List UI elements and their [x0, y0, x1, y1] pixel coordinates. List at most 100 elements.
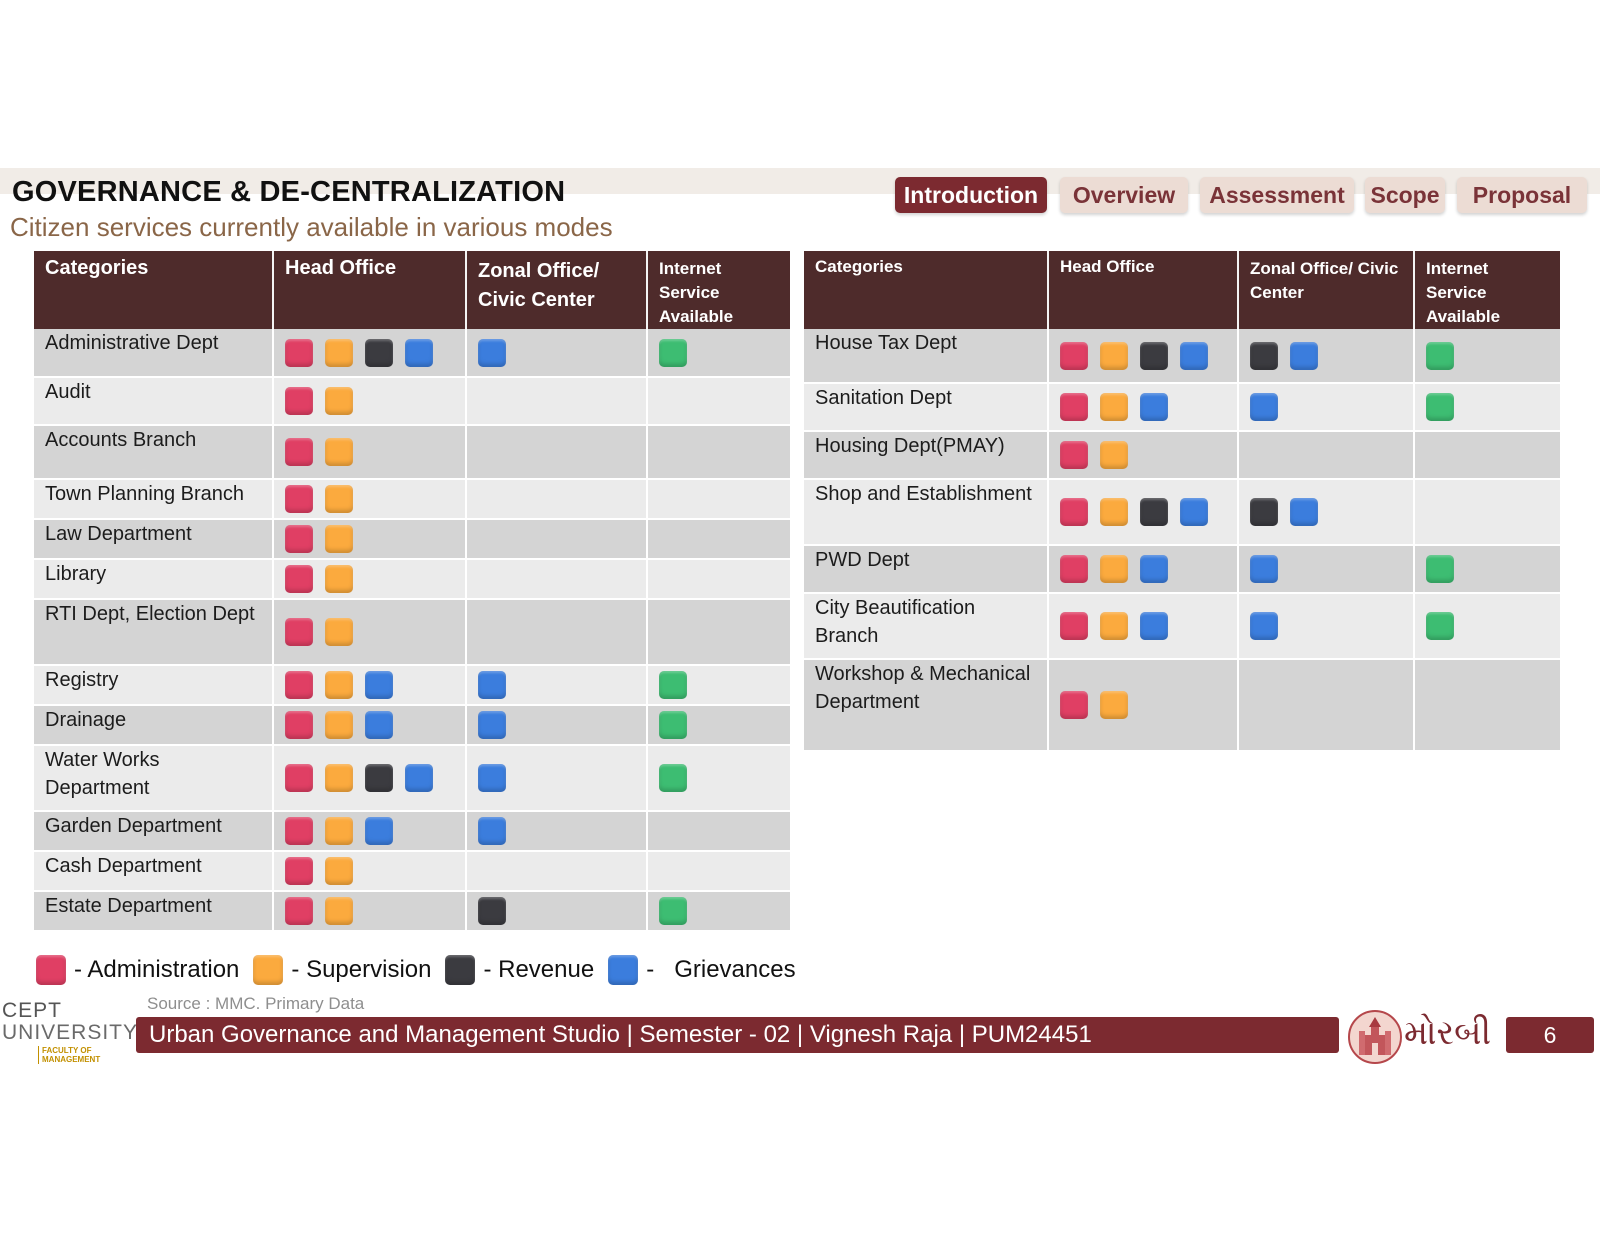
- grievance-indicator: [1140, 393, 1168, 421]
- supervision-indicator: [1100, 555, 1128, 583]
- table-row-accounts-branch: Accounts Branch: [34, 425, 790, 480]
- grievance-indicator: [1250, 393, 1278, 421]
- revenue-indicator: [478, 897, 506, 925]
- revenue-indicator: [365, 338, 393, 367]
- zonal-office-cell: [466, 851, 648, 892]
- tab-overview[interactable]: Overview: [1060, 177, 1188, 213]
- tab-proposal[interactable]: Proposal: [1457, 177, 1587, 213]
- supervision-indicator: [1100, 441, 1128, 469]
- source-note: Source : MMC. Primary Data: [147, 994, 365, 1013]
- grievance-indicator: [478, 338, 506, 367]
- table-row-housing-dept-pmay: Housing Dept(PMAY): [804, 431, 1560, 480]
- admin-indicator: [1060, 441, 1088, 469]
- admin-indicator: [285, 671, 313, 699]
- col-header-head-office: Head Office: [1048, 251, 1239, 329]
- supervision-indicator: [1100, 341, 1128, 370]
- grievance-indicator: [365, 711, 393, 739]
- revenue-indicator: [365, 764, 393, 792]
- internet-service-cell: [647, 811, 790, 852]
- category-cell: Library: [34, 559, 274, 600]
- admin-indicator: [285, 897, 313, 925]
- table-row-cash-department: Cash Department: [34, 851, 790, 892]
- internet-indicator: [659, 671, 687, 699]
- internet-service-cell: [647, 425, 790, 480]
- footer-bar: Urban Governance and Management Studio |…: [136, 1017, 1339, 1053]
- revenue-indicator: [1140, 498, 1168, 526]
- head-office-cell: [273, 745, 467, 812]
- table-row-drainage: Drainage: [34, 705, 790, 746]
- internet-service-cell: [1414, 479, 1560, 546]
- grievance-indicator: [405, 764, 433, 792]
- services-table-left: Categories Head Office Zonal Office/ Civ…: [34, 251, 790, 932]
- admin-indicator: [285, 525, 313, 553]
- zonal-office-cell: [1238, 479, 1415, 546]
- page-subtitle: Citizen services currently available in …: [10, 212, 613, 242]
- legend-swatch-grievances: [608, 955, 639, 985]
- supervision-indicator: [1100, 393, 1128, 421]
- admin-indicator: [285, 857, 313, 885]
- internet-indicator: [659, 338, 687, 367]
- legend-label-grievances: - Grievances: [646, 956, 796, 983]
- morbi-seal-icon: [1348, 1010, 1402, 1064]
- zonal-office-cell: [466, 665, 648, 706]
- head-office-cell: [273, 425, 467, 480]
- col-header-internet-service: Internet Service Available: [647, 251, 790, 329]
- services-table-right: Categories Head Office Zonal Office/ Civ…: [804, 251, 1560, 752]
- internet-service-cell: [1414, 383, 1560, 432]
- zonal-office-cell: [466, 811, 648, 852]
- supervision-indicator: [325, 338, 353, 367]
- head-office-cell: [273, 891, 467, 932]
- category-cell: House Tax Dept: [804, 329, 1049, 384]
- col-header-zonal-office: Zonal Office/ Civic Center: [1238, 251, 1415, 329]
- internet-service-cell: [647, 705, 790, 746]
- tab-introduction[interactable]: Introduction: [895, 177, 1047, 213]
- category-cell: Drainage: [34, 705, 274, 746]
- tab-scope[interactable]: Scope: [1365, 177, 1445, 213]
- legend-swatch-revenue: [445, 955, 476, 985]
- zonal-office-cell: [466, 891, 648, 932]
- internet-indicator: [659, 764, 687, 792]
- category-cell: Garden Department: [34, 811, 274, 852]
- grievance-indicator: [1140, 555, 1168, 583]
- internet-service-cell: [1414, 593, 1560, 660]
- col-header-categories: Categories: [34, 251, 274, 329]
- table-row-registry: Registry: [34, 665, 790, 706]
- admin-indicator: [1060, 498, 1088, 526]
- internet-service-cell: [1414, 659, 1560, 752]
- zonal-office-cell: [1238, 545, 1415, 594]
- table-row-house-tax-dept: House Tax Dept: [804, 329, 1560, 384]
- supervision-indicator: [325, 565, 353, 593]
- internet-service-cell: [647, 599, 790, 666]
- category-cell: Accounts Branch: [34, 425, 274, 480]
- supervision-indicator: [325, 711, 353, 739]
- tab-assessment[interactable]: Assessment: [1200, 177, 1354, 213]
- admin-indicator: [285, 565, 313, 593]
- zonal-office-cell: [1238, 659, 1415, 752]
- internet-service-cell: [647, 559, 790, 600]
- zonal-office-cell: [466, 425, 648, 480]
- table-row-shop-and-establishment: Shop and Establishment: [804, 479, 1560, 546]
- zonal-office-cell: [1238, 383, 1415, 432]
- admin-indicator: [1060, 341, 1088, 370]
- table-row-library: Library: [34, 559, 790, 600]
- head-office-cell: [273, 851, 467, 892]
- legend-label-supervision: - Supervision: [291, 956, 432, 983]
- head-office-cell: [273, 519, 467, 560]
- category-cell: Workshop & Mechanical Department: [804, 659, 1049, 752]
- col-header-head-office: Head Office: [273, 251, 467, 329]
- grievance-indicator: [478, 711, 506, 739]
- head-office-cell: [273, 377, 467, 426]
- internet-service-cell: [647, 851, 790, 892]
- category-cell: City Beautification Branch: [804, 593, 1049, 660]
- supervision-indicator: [325, 764, 353, 792]
- head-office-cell: [1048, 545, 1239, 594]
- internet-indicator: [1426, 341, 1454, 370]
- internet-indicator: [659, 897, 687, 925]
- admin-indicator: [1060, 612, 1088, 640]
- internet-service-cell: [1414, 329, 1560, 384]
- legend-swatch-supervision: [253, 955, 284, 985]
- head-office-cell: [1048, 329, 1239, 384]
- zonal-office-cell: [1238, 329, 1415, 384]
- internet-indicator: [1426, 612, 1454, 640]
- admin-indicator: [285, 764, 313, 792]
